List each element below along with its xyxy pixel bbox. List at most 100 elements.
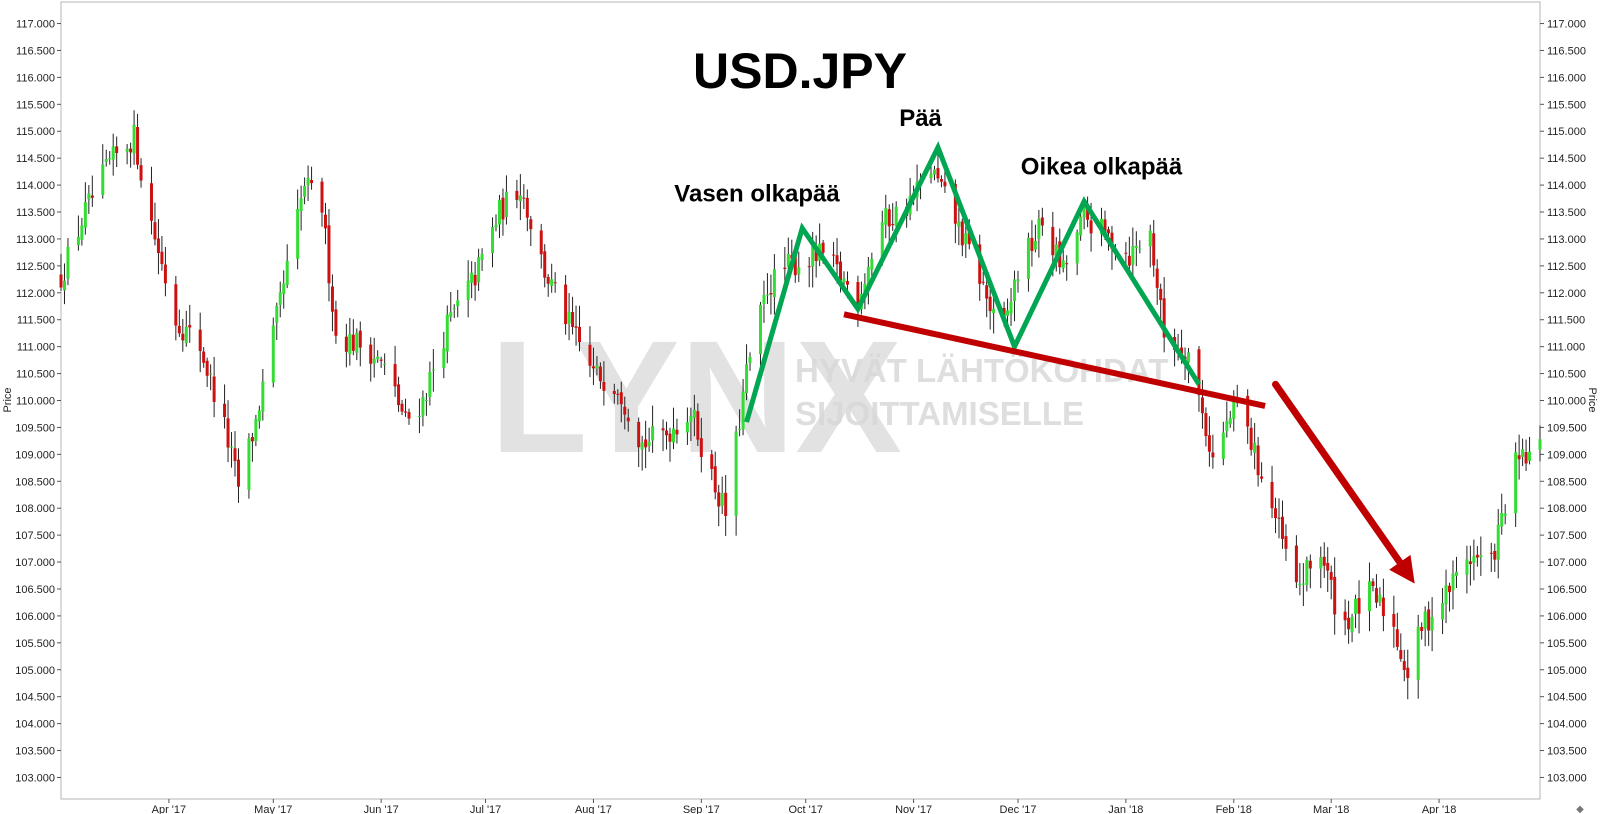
y-tick-label-right: 107.500	[1547, 530, 1587, 542]
y-tick-label: 103.500	[15, 746, 55, 758]
candle-body-up	[741, 391, 745, 430]
candle-body-down	[1284, 536, 1288, 549]
x-tick-label: Mar '18	[1313, 804, 1349, 814]
candle-body-up	[470, 272, 474, 283]
candle-body-down	[591, 366, 595, 369]
candle-body-up	[811, 246, 815, 267]
candle-body-up	[1037, 218, 1041, 239]
candle-body-up	[417, 416, 421, 418]
candle-body-up	[445, 314, 449, 352]
candle-body-up	[1319, 557, 1323, 569]
y-tick-label: 114.500	[16, 153, 55, 165]
candle-body-up	[1354, 598, 1358, 614]
candle-body-up	[282, 283, 286, 294]
candle-body-down	[160, 251, 164, 265]
candle-body-up	[689, 416, 693, 423]
candle-body-up	[278, 292, 282, 305]
candle-body-down	[156, 238, 160, 254]
candle-body-down	[1260, 476, 1264, 479]
pattern-overlays	[744, 141, 1415, 584]
candle-body-down	[525, 197, 529, 218]
candle-body-up	[1514, 452, 1518, 514]
candle-body-down	[1204, 413, 1208, 437]
candle-body-down	[358, 330, 362, 348]
candle-body-up	[1082, 207, 1086, 218]
y-tick-label-right: 106.500	[1547, 584, 1587, 596]
candle-body-down	[1274, 508, 1278, 519]
candle-body-up	[296, 208, 300, 259]
candle-body-down	[404, 411, 408, 413]
candle-body-down	[1106, 229, 1110, 234]
y-tick-label: 108.000	[15, 503, 55, 515]
candle-body-down	[814, 249, 818, 262]
candle-body-up	[306, 177, 310, 186]
candle-body-down	[1246, 395, 1250, 427]
y-tick-label-right: 104.000	[1547, 719, 1587, 731]
candle-body-up	[1423, 611, 1427, 629]
candle-body-down	[1381, 597, 1385, 617]
candle-body-up	[66, 247, 70, 279]
candle-body-up	[480, 253, 484, 261]
candle-body-down	[136, 127, 140, 165]
candle-body-down	[985, 285, 989, 299]
candle-body-up	[1496, 524, 1500, 560]
y-tick-label: 111.500	[17, 315, 55, 327]
candle-body-up	[184, 326, 188, 344]
candle-body-down	[588, 344, 592, 366]
candle-body-down	[198, 329, 202, 352]
candle-body-down	[327, 225, 331, 284]
candle-body-up	[1138, 248, 1142, 250]
y-tick-label: 110.000	[16, 396, 55, 408]
candle-body-down	[1270, 481, 1274, 509]
candle-body-down	[351, 334, 355, 351]
candle-body-down	[717, 492, 721, 507]
y-tick-label-right: 111.000	[1547, 342, 1585, 354]
candle-body-down	[1333, 576, 1337, 615]
candle-body-up	[1444, 585, 1448, 605]
candle-body-up	[1441, 602, 1445, 620]
candle-body-down	[1493, 550, 1497, 560]
candle-body-down	[612, 390, 616, 395]
y-tick-label: 113.500	[16, 207, 55, 219]
candle-body-up	[1054, 244, 1058, 259]
candle-body-up	[247, 438, 251, 490]
x-tick-label: Dec '17	[1000, 804, 1037, 814]
trend-arrow-shaft	[1272, 380, 1404, 566]
candle-body-down	[887, 209, 891, 227]
candle-body-down	[1374, 588, 1378, 603]
annotations: Vasen olkapää Pää Oikea olkapää	[674, 105, 1183, 207]
candle-body-up	[1503, 513, 1507, 516]
candle-body-down	[1040, 217, 1044, 226]
candle-body-up	[671, 428, 675, 443]
candle-body-up	[870, 259, 874, 270]
candle-body-up	[80, 225, 84, 240]
y-tick-label: 106.500	[15, 584, 55, 596]
candle-body-down	[943, 181, 947, 187]
candle-body-down	[400, 403, 404, 412]
y-tick-label: 106.000	[15, 611, 55, 623]
annotation-label: Vasen olkapää	[674, 180, 840, 207]
candle-body-up	[504, 191, 508, 218]
y-tick-label: 116.500	[16, 45, 55, 57]
candle-body-down	[699, 438, 703, 457]
candle-body-down	[539, 230, 543, 255]
x-tick-label: Apr '17	[152, 804, 187, 814]
candle-body-down	[637, 421, 641, 448]
resize-icon[interactable]: ◆	[1576, 804, 1584, 814]
candle-body-down	[1322, 556, 1326, 566]
candle-body-down	[1065, 263, 1069, 265]
y-tick-label: 112.000	[16, 288, 55, 300]
candle-body-down	[1103, 219, 1107, 233]
y-axis-left: 103.000 103.500 104.000 104.500 105.000 105.5…	[15, 19, 61, 784]
x-tick-label: Aug '17	[575, 804, 612, 814]
candle-body-down	[1399, 650, 1403, 659]
candle-body-down	[90, 195, 94, 198]
candle-body-up	[424, 400, 428, 402]
candle-body-down	[1086, 208, 1090, 220]
candle-body-up	[550, 279, 554, 286]
candle-body-down	[1256, 445, 1260, 476]
candle-body-up	[111, 146, 115, 160]
y-tick-label-right: 112.000	[1547, 288, 1586, 300]
candle-body-up	[1528, 451, 1532, 461]
